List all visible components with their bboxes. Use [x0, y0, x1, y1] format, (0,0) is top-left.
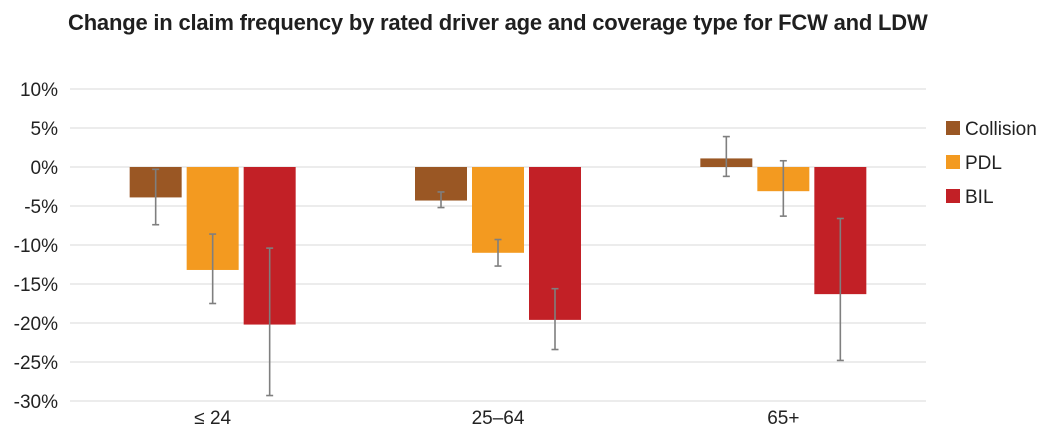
x-tick-label: ≤ 24 — [194, 408, 231, 429]
y-tick-label: 10% — [20, 80, 58, 101]
legend-swatch-collision — [946, 121, 960, 135]
legend-label-pdl: PDL — [965, 153, 1002, 174]
legend-swatch-bil — [946, 189, 960, 203]
y-tick-label: -15% — [14, 275, 58, 296]
legend-label-collision: Collision — [965, 119, 1037, 140]
bar-pdl — [472, 167, 524, 253]
y-tick-label: 0% — [31, 158, 59, 179]
y-tick-label: -25% — [14, 353, 58, 374]
y-tick-label: -5% — [24, 197, 58, 218]
x-tick-label: 25–64 — [472, 408, 525, 429]
chart-title: Change in claim frequency by rated drive… — [68, 10, 928, 35]
x-tick-label: 65+ — [767, 408, 799, 429]
y-tick-label: -10% — [14, 236, 58, 257]
legend-label-bil: BIL — [965, 187, 994, 208]
y-tick-label: 5% — [31, 119, 59, 140]
y-tick-label: -20% — [14, 314, 58, 335]
y-tick-label: -30% — [14, 392, 58, 413]
legend-swatch-pdl — [946, 155, 960, 169]
